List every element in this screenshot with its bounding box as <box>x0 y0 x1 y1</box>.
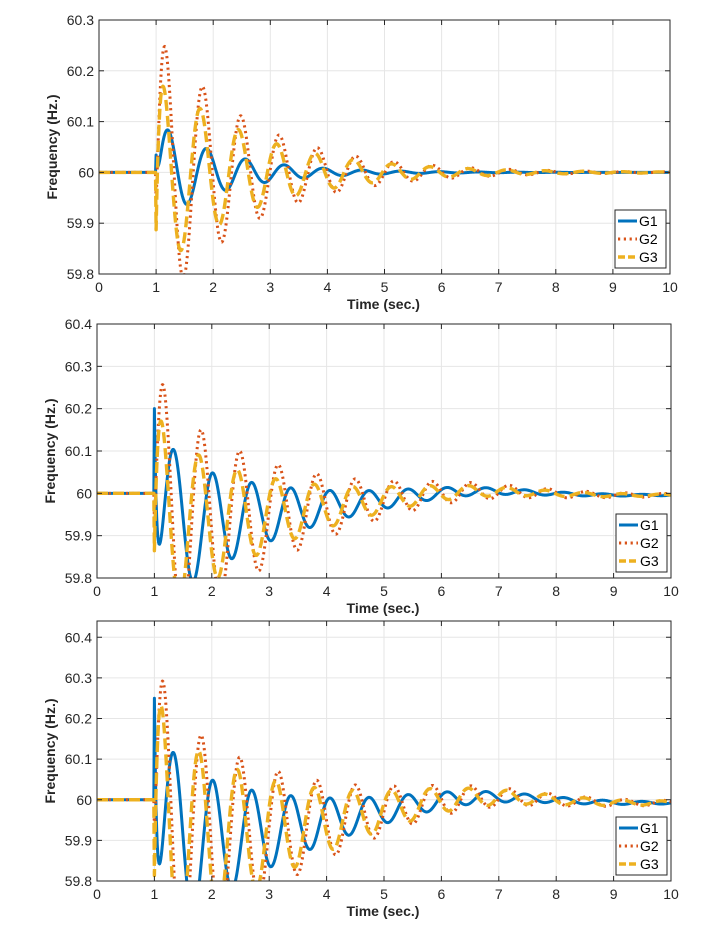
y-tick-label: 60.4 <box>65 629 92 645</box>
x-tick-label: 3 <box>265 583 273 599</box>
legend-label-g2: G2 <box>640 535 659 551</box>
legend-label-g1: G1 <box>640 820 659 836</box>
x-tick-label: 4 <box>323 886 331 902</box>
x-tick-label: 5 <box>380 583 388 599</box>
legend: G1 G2 G3 <box>615 513 668 573</box>
series-line-g3 <box>97 703 671 881</box>
x-tick-label: 5 <box>381 279 389 295</box>
x-tick-label: 8 <box>552 583 560 599</box>
x-tick-label: 8 <box>552 886 560 902</box>
y-tick-label: 59.9 <box>65 528 92 544</box>
series-group <box>97 679 671 881</box>
legend-label-g2: G2 <box>639 231 658 247</box>
x-tick-label: 9 <box>610 886 618 902</box>
y-tick-label: 59.9 <box>65 832 92 848</box>
x-tick-label: 2 <box>208 886 216 902</box>
series-group <box>99 45 670 274</box>
x-tick-label: 9 <box>610 583 618 599</box>
legend-label-g3: G3 <box>640 856 659 872</box>
y-tick-label: 60.1 <box>65 751 92 767</box>
series-line-g3 <box>97 419 671 578</box>
x-tick-label: 6 <box>438 279 446 295</box>
series-group <box>97 383 671 578</box>
legend: G1 G2 G3 <box>614 209 667 269</box>
legend-label-g1: G1 <box>640 517 659 533</box>
x-tick-label: 7 <box>495 886 503 902</box>
y-tick-label: 60.1 <box>67 114 94 130</box>
y-tick-label: 60 <box>78 164 94 180</box>
x-tick-label: 1 <box>152 279 160 295</box>
subplot-1: 0 1 2 3 4 5 6 7 8 9 10 59.8 59.9 60 60.1 60.2 60.3 Time (… <box>44 12 678 312</box>
x-tick-label: 10 <box>663 886 679 902</box>
x-axis-label: Time (sec.) <box>347 296 420 312</box>
y-tick-label: 60.3 <box>65 358 92 374</box>
x-tick-label: 10 <box>662 279 678 295</box>
subplot-3: 0 1 2 3 4 5 6 7 8 9 10 59.8 59.9 60 60.1 60.2 60.3 60.4 Ti… <box>42 620 679 919</box>
y-axis-label: Frequency (Hz.) <box>44 94 60 199</box>
x-tick-label: 0 <box>93 886 101 902</box>
legend-label-g3: G3 <box>640 553 659 569</box>
x-tick-label: 0 <box>93 583 101 599</box>
y-tick-label: 60.3 <box>65 670 92 686</box>
x-tick-label: 5 <box>380 886 388 902</box>
x-axis-label: Time (sec.) <box>347 600 420 616</box>
y-tick-label: 59.8 <box>65 570 92 586</box>
legend: G1 G2 G3 <box>615 816 668 876</box>
x-tick-label: 6 <box>438 583 446 599</box>
x-tick-label: 4 <box>324 279 332 295</box>
legend-label-g1: G1 <box>639 213 658 229</box>
series-line-g2 <box>97 679 671 881</box>
y-tick-label: 60.3 <box>67 12 94 28</box>
x-tick-label: 4 <box>323 583 331 599</box>
x-tick-label: 1 <box>151 583 159 599</box>
x-tick-label: 1 <box>151 886 159 902</box>
y-axis-label: Frequency (Hz.) <box>42 398 58 503</box>
x-tick-label: 3 <box>266 279 274 295</box>
x-tick-label: 8 <box>552 279 560 295</box>
subplot-2: 0 1 2 3 4 5 6 7 8 9 10 59.8 59.9 60 60.1 60.2 60.3 60.4 Ti… <box>42 316 679 616</box>
y-tick-label: 59.8 <box>65 873 92 889</box>
y-tick-label: 60.2 <box>65 711 92 727</box>
y-tick-label: 60.2 <box>67 63 94 79</box>
x-tick-label: 6 <box>438 886 446 902</box>
y-tick-label: 60.1 <box>65 443 92 459</box>
x-tick-label: 7 <box>495 279 503 295</box>
y-axis-label: Frequency (Hz.) <box>42 698 58 803</box>
y-tick-label: 60 <box>76 485 92 501</box>
y-tick-label: 60.4 <box>65 316 92 332</box>
x-tick-label: 9 <box>609 279 617 295</box>
y-tick-label: 59.9 <box>67 215 94 231</box>
series-line-g3 <box>99 84 670 253</box>
x-tick-label: 7 <box>495 583 503 599</box>
legend-label-g2: G2 <box>640 838 659 854</box>
x-axis-label: Time (sec.) <box>347 903 420 919</box>
x-tick-label: 2 <box>208 583 216 599</box>
y-tick-label: 59.8 <box>67 266 94 282</box>
y-tick-label: 60.2 <box>65 401 92 417</box>
legend-label-g3: G3 <box>639 249 658 265</box>
x-tick-label: 2 <box>209 279 217 295</box>
x-tick-label: 0 <box>95 279 103 295</box>
x-tick-label: 3 <box>265 886 273 902</box>
y-tick-label: 60 <box>76 792 92 808</box>
x-tick-label: 10 <box>663 583 679 599</box>
